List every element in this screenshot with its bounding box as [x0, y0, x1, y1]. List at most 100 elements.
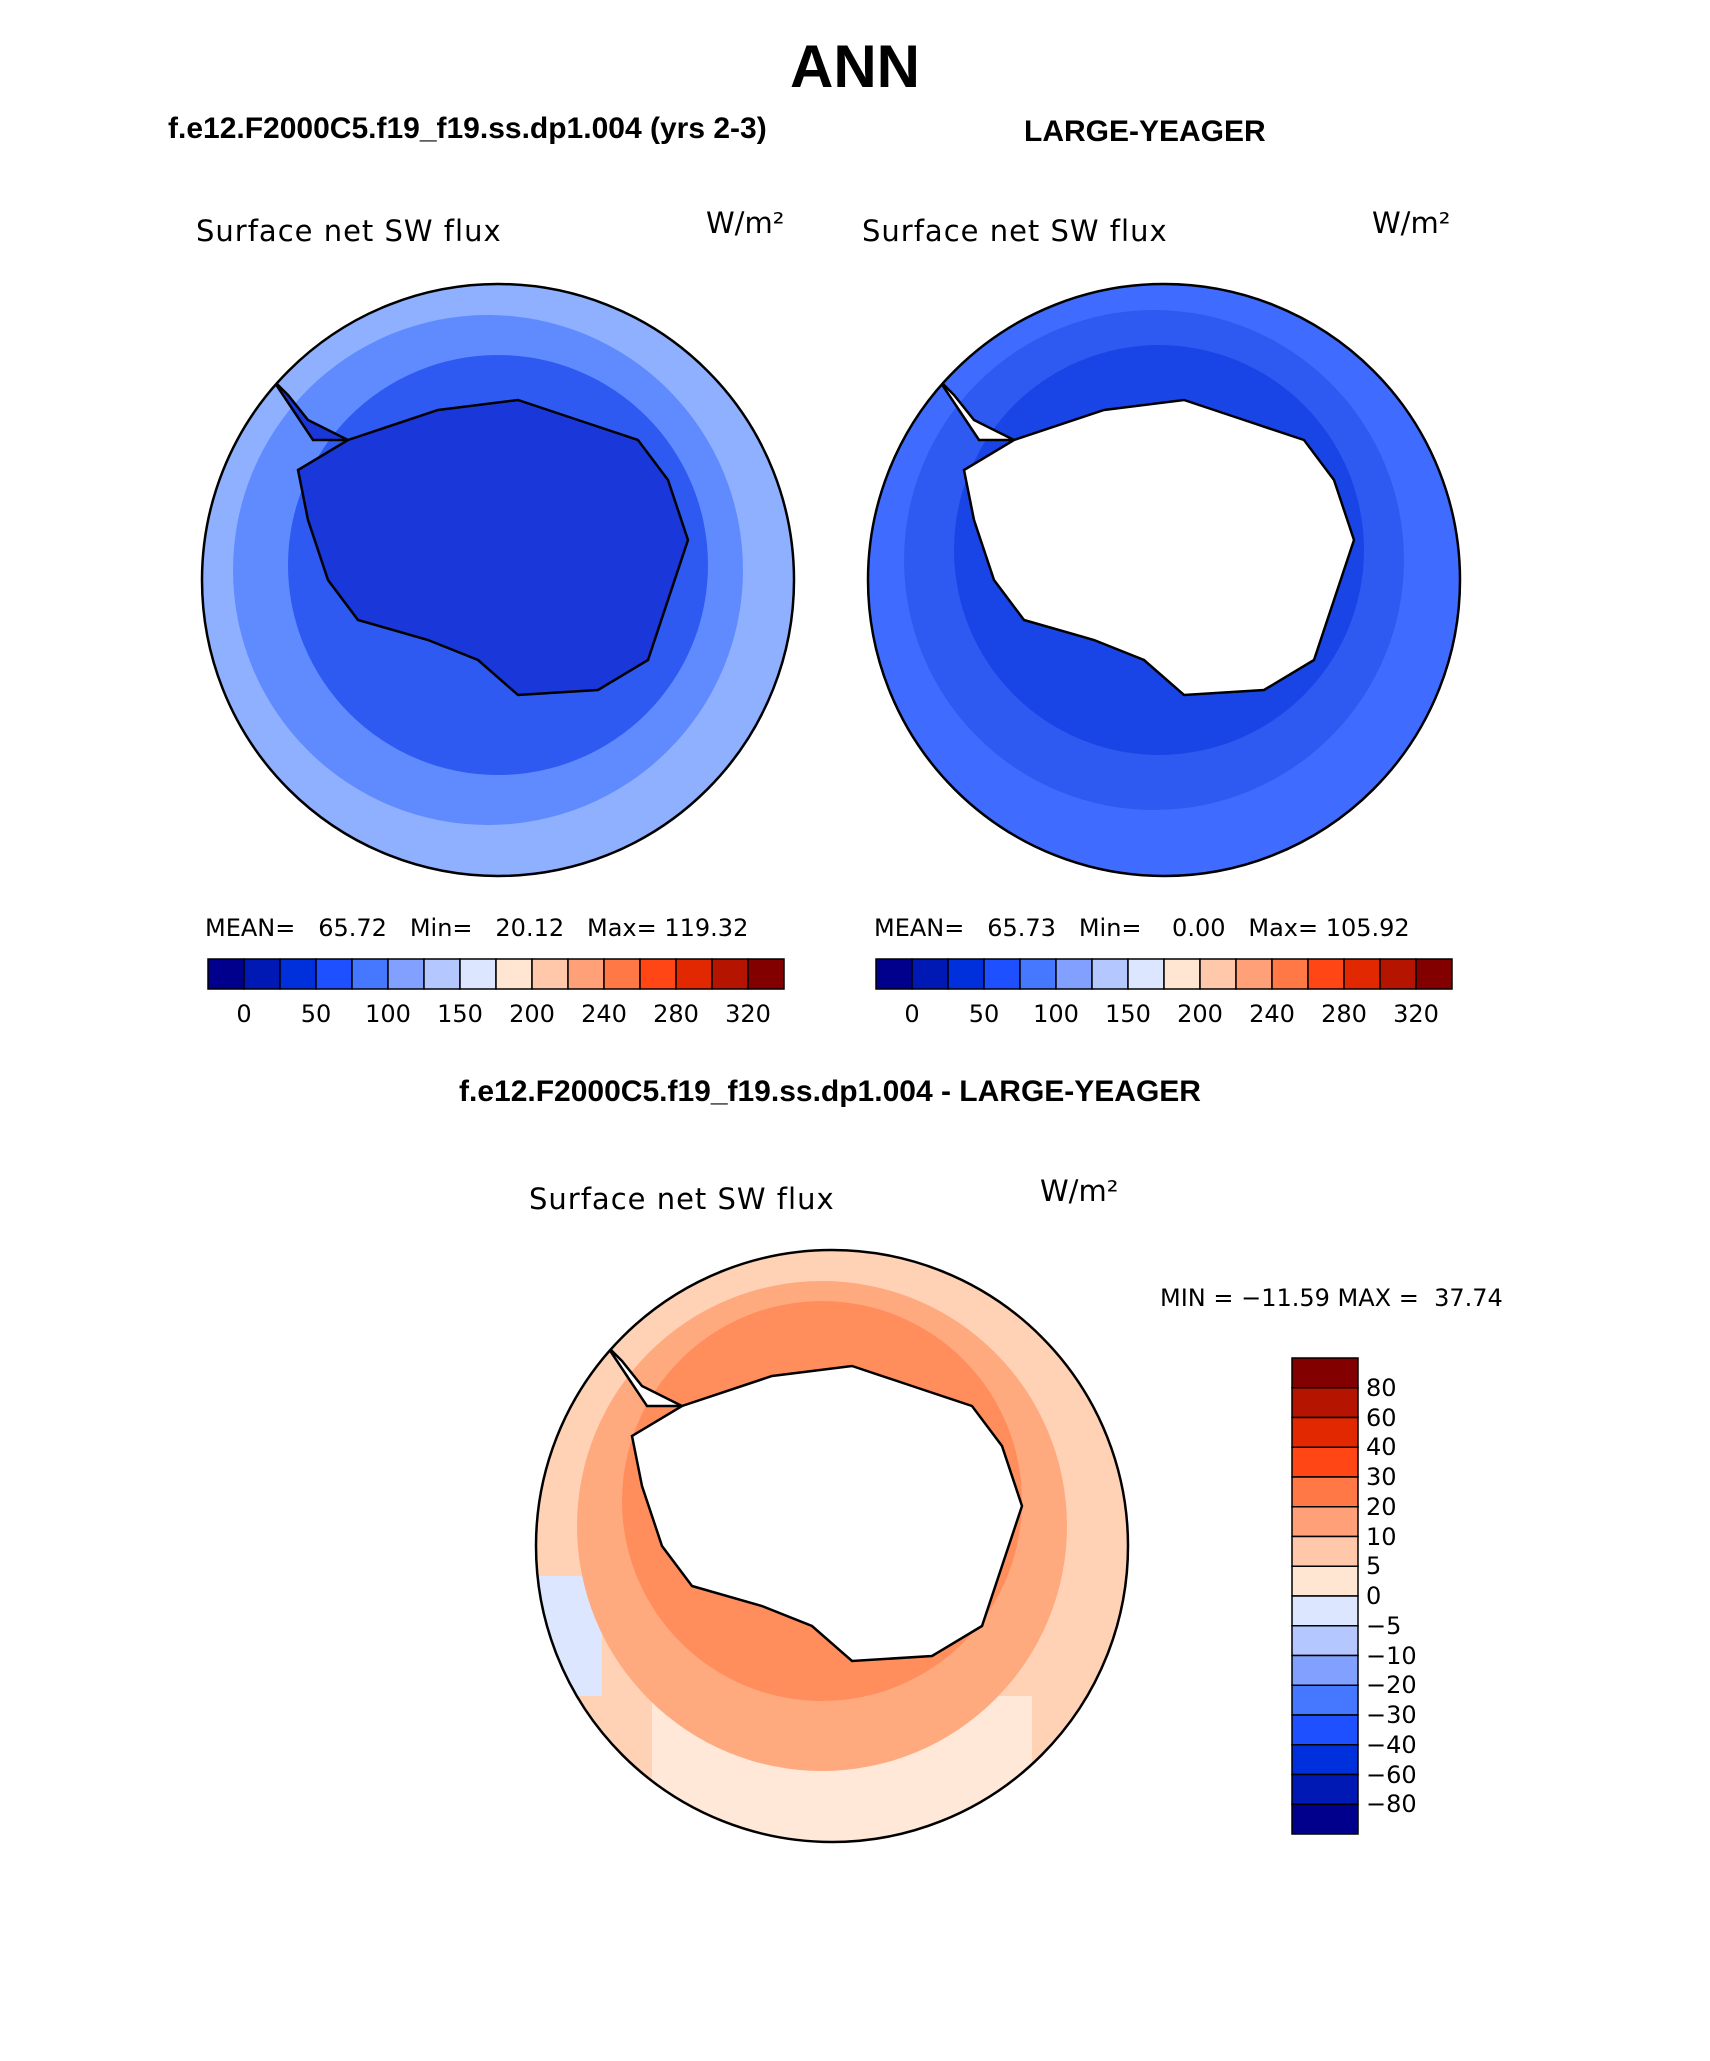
colorbar-tick-label: 0	[236, 1000, 252, 1028]
colorbar-swatch	[207, 958, 245, 990]
colorbar-tick-label: 50	[300, 1000, 332, 1028]
main-title: ANN	[790, 33, 920, 100]
antarctica-landmass	[630, 1364, 1024, 1663]
colorbar-swatch	[1343, 958, 1381, 990]
colorbar-swatch	[1415, 958, 1453, 990]
colorbar-swatch	[1291, 1684, 1359, 1716]
colorbar-swatch	[1291, 1565, 1359, 1597]
panel1-field-label: Surface net SW flux	[196, 214, 502, 248]
colorbar-tick-label: 100	[365, 1000, 411, 1028]
difference-title: f.e12.F2000C5.f19_f19.ss.dp1.004 - LARGE…	[459, 1075, 1201, 1108]
colorbar-tick-label: 320	[725, 1000, 771, 1028]
panel1-units: W/m²	[706, 206, 785, 240]
colorbar-swatch	[351, 958, 389, 990]
colorbar-tick-label: −80	[1366, 1790, 1417, 1819]
difference-minmax: MIN = −11.59 MAX = 37.74	[1160, 1284, 1503, 1312]
colorbar-tick-label: −20	[1366, 1671, 1417, 1700]
colorbar-swatch	[1163, 958, 1201, 990]
difference-field-label: Surface net SW flux	[529, 1182, 835, 1216]
difference-units: W/m²	[1040, 1174, 1119, 1208]
colorbar-swatch	[911, 958, 949, 990]
colorbar-tick-label: 280	[1321, 1000, 1367, 1028]
colorbar-tick-label: 240	[1249, 1000, 1295, 1028]
panel2-colorbar-ticks: 0 50 100 150 200 240 280 320	[874, 1000, 1454, 1030]
colorbar-tick-label: −10	[1366, 1641, 1417, 1670]
colorbar-tick-label: 50	[968, 1000, 1000, 1028]
colorbar-swatch	[315, 958, 353, 990]
colorbar-swatch	[1291, 1773, 1359, 1805]
colorbar-swatch	[387, 958, 425, 990]
colorbar-tick-label: 150	[437, 1000, 483, 1028]
colorbar-swatch	[1291, 1625, 1359, 1657]
colorbar-swatch	[747, 958, 785, 990]
colorbar-swatch	[875, 958, 913, 990]
colorbar-swatch	[243, 958, 281, 990]
colorbar-swatch	[1291, 1595, 1359, 1627]
colorbar-tick-label: 200	[1177, 1000, 1223, 1028]
difference-colorbar-ticks: 80 60 40 30 20 10 5 0 −5 −10 −20 −30 −40 −60 −80	[1366, 1356, 1466, 1836]
panel2-field-label: Surface net SW flux	[862, 214, 1168, 248]
colorbar-swatch	[1091, 958, 1129, 990]
colorbar-swatch	[675, 958, 713, 990]
panel2-units: W/m²	[1372, 206, 1451, 240]
colorbar-swatch	[1291, 1654, 1359, 1686]
reference-title: LARGE-YEAGER	[1024, 115, 1266, 148]
colorbar-swatch	[1291, 1803, 1359, 1835]
colorbar-swatch	[603, 958, 641, 990]
colorbar-swatch	[531, 958, 569, 990]
colorbar-swatch	[567, 958, 605, 990]
colorbar-tick-label: 320	[1393, 1000, 1439, 1028]
colorbar-tick-label: 30	[1366, 1463, 1397, 1491]
difference-colorbar	[1291, 1357, 1359, 1835]
colorbar-swatch	[1019, 958, 1057, 990]
colorbar-swatch	[1199, 958, 1237, 990]
panel1-colorbar	[207, 958, 785, 990]
colorbar-swatch	[279, 958, 317, 990]
colorbar-tick-label: 60	[1366, 1403, 1397, 1432]
colorbar-swatch	[1291, 1357, 1359, 1389]
colorbar-swatch	[1291, 1535, 1359, 1567]
difference-map	[534, 1248, 1130, 1844]
colorbar-swatch	[1055, 958, 1093, 990]
colorbar-swatch	[1127, 958, 1165, 990]
colorbar-swatch	[459, 958, 497, 990]
colorbar-swatch	[1291, 1476, 1359, 1508]
antarctica-landmass	[962, 398, 1356, 697]
panel2-colorbar	[875, 958, 1453, 990]
colorbar-swatch	[983, 958, 1021, 990]
colorbar-swatch	[1379, 958, 1417, 990]
colorbar-tick-label: −60	[1366, 1760, 1417, 1789]
colorbar-swatch	[495, 958, 533, 990]
colorbar-swatch	[1307, 958, 1345, 990]
colorbar-swatch	[423, 958, 461, 990]
colorbar-tick-label: 40	[1366, 1433, 1397, 1462]
colorbar-swatch	[1291, 1744, 1359, 1776]
colorbar-tick-label: 280	[653, 1000, 699, 1028]
colorbar-tick-label: 150	[1105, 1000, 1151, 1028]
colorbar-tick-label: −5	[1366, 1611, 1402, 1640]
colorbar-tick-label: 200	[509, 1000, 555, 1028]
colorbar-swatch	[947, 958, 985, 990]
colorbar-swatch	[1291, 1387, 1359, 1419]
colorbar-tick-label: 240	[581, 1000, 627, 1028]
colorbar-tick-label: −30	[1366, 1701, 1417, 1729]
panel1-map	[200, 282, 796, 878]
colorbar-swatch	[1235, 958, 1273, 990]
panel2-map	[866, 282, 1462, 878]
colorbar-tick-label: 100	[1033, 1000, 1079, 1028]
colorbar-swatch	[1291, 1416, 1359, 1448]
case-title: f.e12.F2000C5.f19_f19.ss.dp1.004 (yrs 2-…	[168, 112, 767, 145]
colorbar-tick-label: 0	[904, 1000, 920, 1028]
colorbar-tick-label: 10	[1366, 1522, 1397, 1551]
colorbar-swatch	[1291, 1714, 1359, 1746]
colorbar-tick-label: 0	[1366, 1582, 1382, 1610]
colorbar-tick-label: 20	[1366, 1492, 1397, 1521]
panel2-stats: MEAN= 65.73 Min= 0.00 Max= 105.92	[874, 914, 1410, 942]
panel1-stats: MEAN= 65.72 Min= 20.12 Max= 119.32	[205, 914, 749, 942]
colorbar-tick-label: 80	[1366, 1373, 1397, 1402]
colorbar-swatch	[1291, 1506, 1359, 1538]
colorbar-swatch	[711, 958, 749, 990]
panel1-colorbar-ticks: 0 50 100 150 200 240 280 320	[206, 1000, 786, 1030]
colorbar-swatch	[1271, 958, 1309, 990]
antarctica-landmass	[296, 398, 690, 697]
